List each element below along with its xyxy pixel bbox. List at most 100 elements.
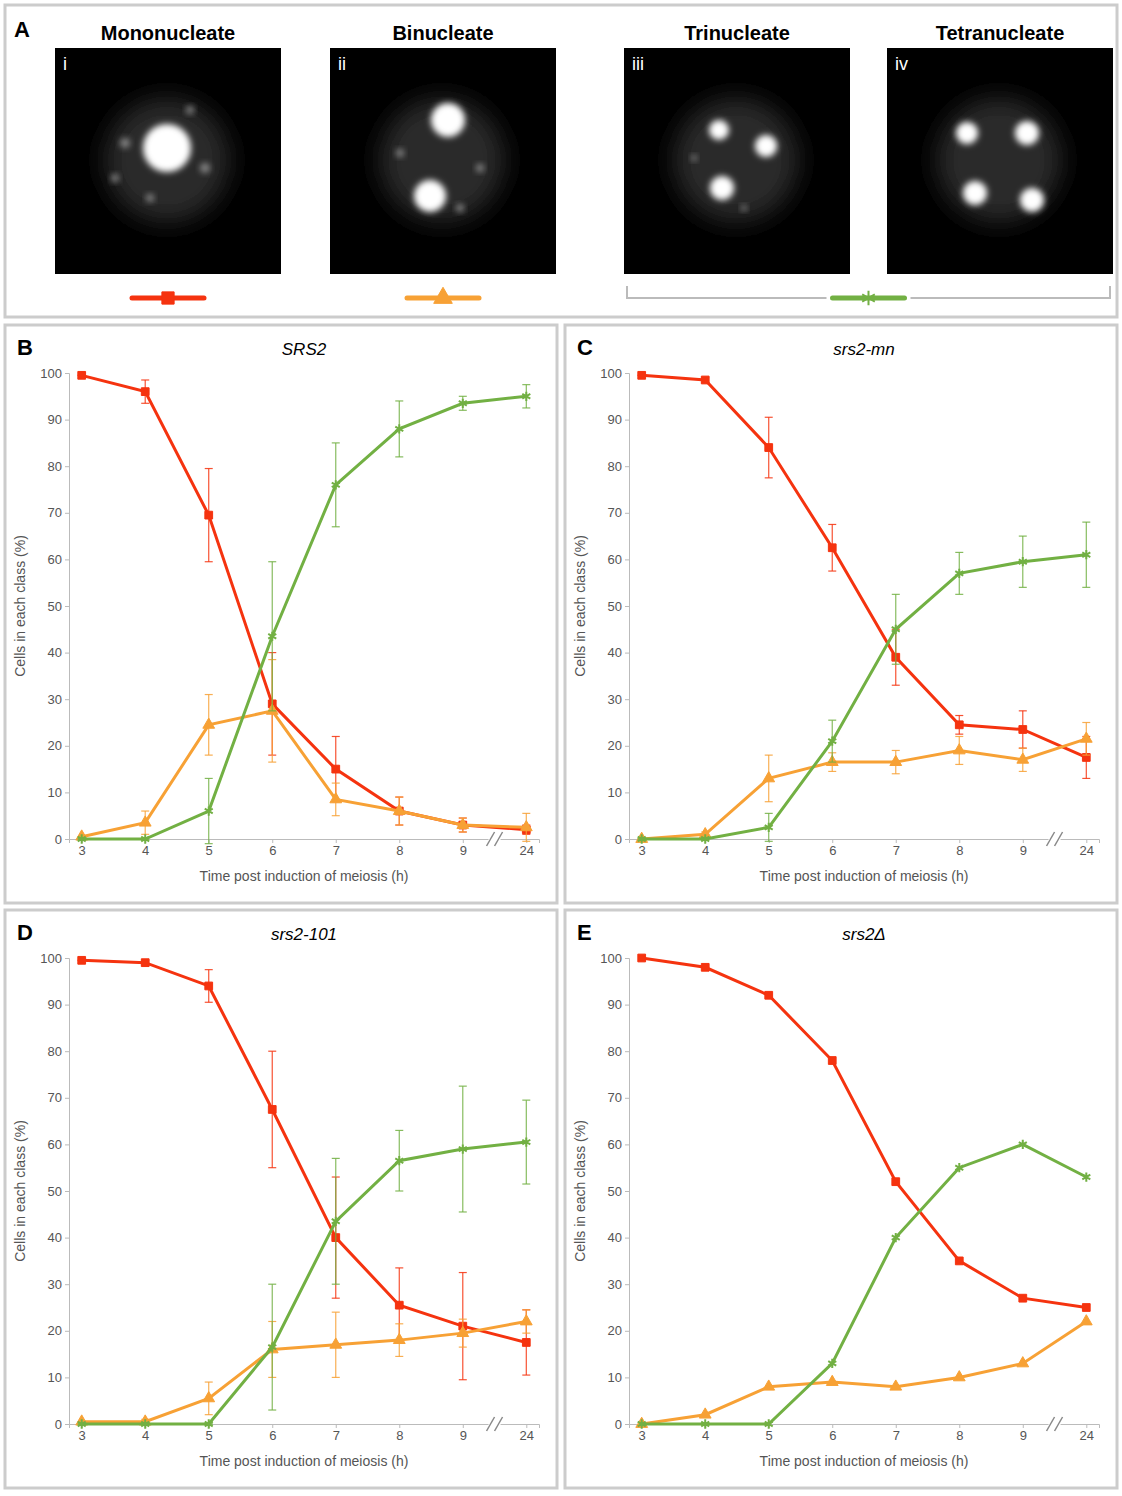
legend-marker <box>862 291 875 306</box>
data-point <box>205 511 213 519</box>
x-tick-label: 7 <box>333 843 340 858</box>
y-tick-mark <box>625 958 629 959</box>
error-bar <box>828 524 836 571</box>
x-tick-label: 4 <box>142 843 149 858</box>
data-point <box>701 376 709 384</box>
y-axis: 0102030405060708090100 <box>600 366 629 847</box>
y-tick-label: 40 <box>608 645 622 660</box>
y-tick-label: 90 <box>48 412 62 427</box>
x-tick: 7 <box>333 1424 340 1443</box>
x-tick-label: 8 <box>396 843 403 858</box>
x-axis: 345678924 <box>630 1424 1100 1443</box>
y-tick-label: 10 <box>608 1370 622 1385</box>
x-tick-label: 24 <box>520 843 534 858</box>
error-bar <box>205 469 213 562</box>
series <box>78 956 531 1379</box>
nucleus <box>1020 188 1044 212</box>
x-axis-title: Time post induction of meiosis (h) <box>760 868 969 884</box>
cell-body <box>105 98 229 222</box>
y-tick-label: 60 <box>608 552 622 567</box>
image-ground <box>330 48 556 274</box>
data-point <box>701 834 709 843</box>
series <box>78 1086 531 1428</box>
x-tick: 7 <box>893 1424 900 1443</box>
y-tick-mark <box>625 466 629 467</box>
nucleus <box>111 174 119 182</box>
y-tick-mark <box>625 1191 629 1192</box>
y-tick-label: 50 <box>48 599 62 614</box>
y-tick: 60 <box>48 1137 69 1152</box>
y-tick-label: 100 <box>600 366 622 381</box>
y-tick-mark <box>65 1144 69 1145</box>
y-tick: 30 <box>48 692 69 707</box>
image-ground <box>624 48 850 274</box>
data-point <box>1082 754 1090 762</box>
data-point <box>1019 726 1027 734</box>
y-tick-mark <box>65 373 69 374</box>
data-point <box>955 569 963 578</box>
data-point <box>699 1408 711 1418</box>
chart-title: SRS2 <box>282 340 327 359</box>
data-point <box>141 959 149 967</box>
y-tick-mark <box>625 1284 629 1285</box>
x-tick: 6 <box>269 839 276 858</box>
y-tick: 70 <box>48 1090 69 1105</box>
data-point <box>459 399 467 408</box>
x-tick-label: 3 <box>79 1428 86 1443</box>
data-point <box>765 991 773 999</box>
series-line <box>642 958 1087 1308</box>
y-axis: 0102030405060708090100 <box>40 366 69 847</box>
image-label: Trinucleate <box>684 22 790 44</box>
data-point <box>1019 1140 1027 1149</box>
y-tick-mark <box>65 420 69 421</box>
data-point <box>828 1057 836 1065</box>
y-tick-mark <box>625 1005 629 1006</box>
y-axis: 0102030405060708090100 <box>600 951 629 1432</box>
y-tick: 10 <box>608 785 629 800</box>
y-tick-label: 20 <box>48 738 62 753</box>
y-axis-title: Cells in each class (%) <box>12 535 28 677</box>
series-line <box>642 739 1087 839</box>
data-point <box>332 765 340 773</box>
data-point <box>765 823 773 832</box>
y-tick-label: 10 <box>608 785 622 800</box>
y-tick: 70 <box>608 505 629 520</box>
nucleus <box>709 120 729 140</box>
y-tick-label: 60 <box>48 552 62 567</box>
series <box>638 371 1091 778</box>
y-tick: 50 <box>48 1184 69 1199</box>
y-tick-mark <box>625 792 629 793</box>
x-tick: 8 <box>956 1424 963 1443</box>
legend-marker <box>162 292 174 304</box>
y-tick: 20 <box>608 1323 629 1338</box>
data-point <box>638 1419 646 1428</box>
y-tick: 100 <box>40 366 69 381</box>
image-ground <box>55 48 281 274</box>
nucleus <box>755 135 777 157</box>
y-tick-mark <box>65 1238 69 1239</box>
x-tick: 9 <box>1020 839 1027 858</box>
y-tick: 90 <box>608 412 629 427</box>
y-tick-mark <box>65 1005 69 1006</box>
data-point <box>205 982 213 990</box>
error-bar <box>268 1284 276 1410</box>
nucleus <box>1015 121 1039 145</box>
series <box>638 1140 1091 1429</box>
x-tick-label: 3 <box>639 1428 646 1443</box>
series-line <box>82 711 527 837</box>
data-point <box>395 1156 403 1165</box>
y-tick-label: 0 <box>615 832 622 847</box>
x-tick-label: 6 <box>269 1428 276 1443</box>
nucleus <box>963 181 987 205</box>
data-point <box>78 956 86 964</box>
y-tick-mark <box>625 1144 629 1145</box>
y-tick: 90 <box>608 997 629 1012</box>
micrograph <box>624 48 850 274</box>
y-tick: 30 <box>48 1277 69 1292</box>
y-tick-label: 10 <box>48 1370 62 1385</box>
data-point <box>638 371 646 379</box>
y-tick: 30 <box>608 1277 629 1292</box>
nucleus <box>414 180 446 212</box>
y-tick-mark <box>65 839 69 840</box>
y-tick-mark <box>625 1238 629 1239</box>
